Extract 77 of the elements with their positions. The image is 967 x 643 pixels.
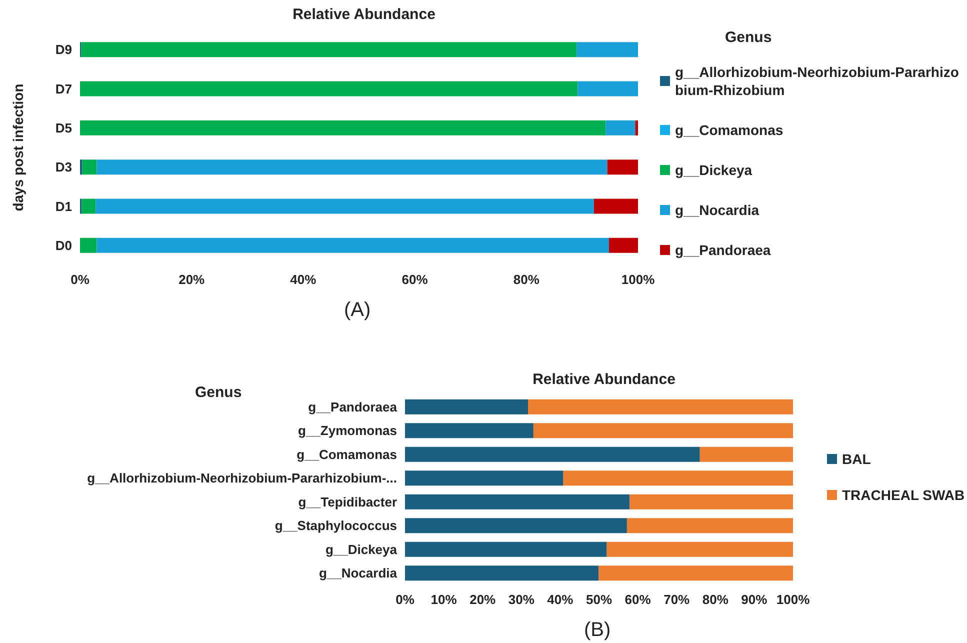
bar	[405, 470, 564, 486]
y-tick-label: D9	[55, 42, 72, 58]
y-axis-title: days post infection	[10, 84, 26, 212]
legend-label: g__Nocardia	[675, 202, 760, 218]
bar	[405, 399, 528, 414]
bar	[576, 42, 638, 58]
bar	[80, 120, 606, 136]
x-tick-label: 50%	[586, 592, 612, 607]
y-tick-label: g__Zymomonas	[298, 423, 397, 438]
y-axis-title: Genus	[195, 384, 242, 401]
x-tick-label: 10%	[430, 592, 458, 607]
bar	[626, 518, 793, 534]
bar	[578, 81, 638, 96]
x-tick-label: 0%	[396, 592, 415, 607]
x-tick-label: 20%	[178, 272, 206, 287]
bar	[82, 160, 97, 175]
bar	[528, 399, 793, 414]
x-tick-label: 30%	[508, 592, 535, 607]
x-tick-label: 70%	[664, 592, 690, 607]
chart-title: Relative Abundance	[532, 371, 676, 388]
legend-label: BAL	[842, 451, 872, 467]
bar	[700, 446, 793, 462]
x-tick-label: 80%	[702, 592, 729, 607]
y-tick-label: g__Dickeya	[325, 542, 398, 557]
x-tick-label: 40%	[547, 592, 574, 607]
x-tick-label: 40%	[290, 272, 317, 287]
y-tick-label: g__Comamonas	[296, 446, 397, 462]
y-tick-label: D7	[55, 81, 72, 96]
bar	[607, 160, 638, 175]
bar	[405, 566, 599, 581]
bar	[405, 423, 534, 438]
legend-label: g__Comamonas	[675, 122, 784, 138]
x-tick-label: 20%	[470, 592, 496, 607]
y-tick-label: D3	[55, 160, 72, 175]
y-tick-label: D0	[55, 238, 72, 253]
bar	[96, 160, 608, 175]
bar	[80, 238, 97, 253]
bar	[82, 198, 96, 214]
bar	[563, 470, 793, 486]
x-tick-label: 100%	[621, 272, 656, 287]
bar	[81, 42, 577, 58]
bar	[608, 238, 638, 253]
x-tick-label: 60%	[624, 592, 652, 607]
legend-label: g__Allorhizobium-Neorhizobium-Pararhizobium-Rhizobium	[675, 64, 959, 98]
text: (A)	[344, 299, 371, 321]
bar	[96, 198, 594, 214]
y-tick-label: g__Staphylococcus	[274, 518, 397, 534]
chart-title: Relative Abundance	[292, 6, 436, 23]
bar	[96, 238, 609, 253]
bar	[606, 542, 793, 557]
bar	[606, 120, 636, 136]
bar	[598, 566, 793, 581]
x-tick-label: 90%	[741, 592, 768, 607]
bar	[630, 494, 793, 510]
y-tick-label: D1	[55, 198, 72, 214]
x-tick-label: 0%	[70, 272, 90, 287]
bar	[405, 494, 630, 510]
bar	[594, 198, 638, 214]
bar	[533, 423, 793, 438]
y-tick-label: D5	[55, 120, 72, 136]
bar	[405, 518, 627, 534]
bar	[405, 542, 607, 557]
y-tick-label: g__Nocardia	[318, 566, 398, 581]
y-tick-label: g__Tepidibacter	[298, 494, 397, 510]
x-tick-label: 60%	[402, 272, 428, 287]
bar	[405, 446, 700, 462]
y-tick-label: g__Allorhizobium-Neorhizobium-Pararhizobium-...	[87, 470, 397, 486]
bar	[635, 120, 638, 136]
legend-title: Genus	[725, 29, 772, 46]
bar	[80, 81, 578, 96]
legend-label: g__Pandoraea	[675, 242, 771, 258]
legend-label: g__Dickeya	[675, 162, 752, 178]
x-tick-label: 100%	[776, 592, 810, 607]
y-tick-label: g__Pandoraea	[308, 399, 398, 414]
legend-label: TRACHEAL SWAB	[842, 487, 965, 503]
x-tick-label: 80%	[513, 272, 540, 287]
text: (B)	[584, 619, 611, 641]
